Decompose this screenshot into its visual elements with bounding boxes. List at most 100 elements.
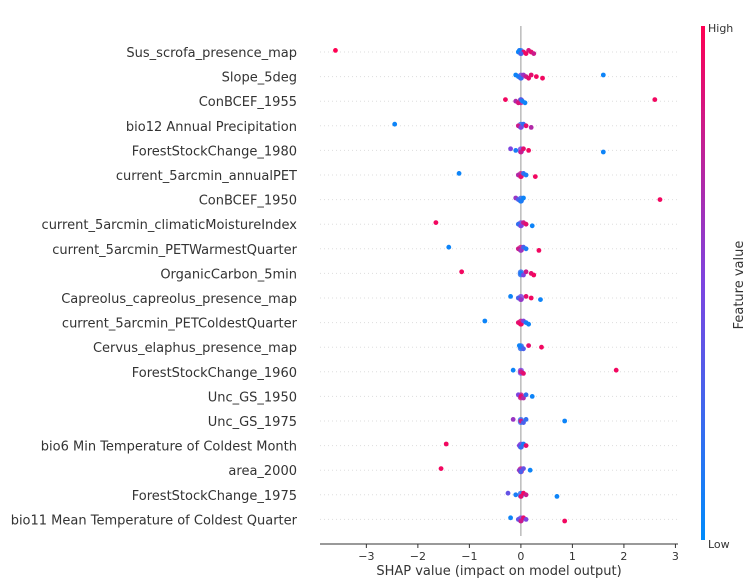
shap-point — [533, 74, 539, 79]
x-tick-label: 2 — [620, 550, 627, 563]
colorbar-high-label: High — [708, 22, 733, 35]
shap-point — [531, 272, 537, 278]
shap-point — [523, 417, 529, 422]
shap-point — [523, 443, 529, 448]
x-axis-title: SHAP value (impact on model output) — [376, 564, 621, 579]
shap-point — [526, 148, 532, 153]
x-tick-label: −1 — [461, 550, 477, 563]
shap-point — [521, 420, 526, 425]
feature-label: ConBCEF_1950 — [199, 194, 297, 209]
feature-label: OrganicCarbon_5min — [160, 267, 297, 282]
shap-point — [527, 467, 533, 473]
shap-point — [518, 174, 524, 180]
feature-labels: Sus_scrofa_presence_map Slope_5deg ConBCEF… — [11, 46, 298, 528]
shap-point — [526, 75, 532, 81]
shap-point — [505, 490, 511, 496]
feature-label: ConBCEF_1955 — [199, 95, 297, 110]
feature-label: Unc_GS_1950 — [208, 390, 297, 405]
shap-point — [456, 171, 462, 176]
feature-label: current_5arcmin_climaticMoistureIndex — [42, 218, 298, 233]
shap-point — [523, 51, 529, 56]
shap-point — [522, 100, 528, 106]
shap-point — [523, 269, 529, 275]
shap-point — [446, 244, 452, 250]
shap-point — [613, 367, 619, 373]
shap-point — [521, 466, 526, 471]
x-ticks: −3 −2 −1 0 1 2 3 — [358, 544, 679, 563]
colorbar: High Low Feature value — [701, 22, 747, 551]
shap-point — [529, 223, 535, 229]
feature-label: current_5arcmin_PETWarmestQuarter — [52, 243, 297, 258]
shap-point — [518, 321, 524, 327]
shap-point — [518, 494, 524, 499]
shap-point — [538, 297, 543, 302]
feature-label: bio6 Min Temperature of Coldest Month — [41, 440, 297, 455]
shap-point — [600, 72, 606, 78]
shap-point — [521, 371, 526, 376]
shap-point — [600, 149, 606, 155]
shap-point — [482, 318, 488, 324]
shap-point — [518, 51, 524, 56]
shap-point — [510, 417, 516, 422]
shap-point — [554, 494, 560, 499]
shap-point — [518, 223, 524, 229]
shap-point — [528, 125, 534, 130]
shap-point — [562, 418, 568, 424]
feature-label: area_2000 — [228, 464, 297, 479]
shap-point — [518, 75, 524, 81]
shap-point — [508, 515, 513, 521]
shap-point — [503, 97, 508, 102]
shap-point — [539, 344, 544, 350]
shap-point — [523, 294, 529, 299]
shap-point — [518, 469, 524, 475]
feature-label: current_5arcmin_annualPET — [116, 169, 297, 184]
shap-point — [513, 492, 519, 498]
feature-label: Unc_GS_1975 — [208, 415, 297, 430]
shap-point — [518, 518, 524, 524]
shap-point — [523, 517, 529, 522]
shap-point — [518, 248, 524, 253]
shap-point — [521, 146, 526, 152]
feature-label: bio12 Annual Precipitation — [126, 120, 297, 135]
x-tick-label: −2 — [410, 550, 426, 563]
shap-point — [523, 172, 529, 178]
shap-point — [521, 346, 526, 352]
shap-point — [508, 146, 513, 152]
feature-label: ForestStockChange_1975 — [132, 489, 297, 504]
shap-point — [433, 220, 439, 226]
shap-point — [528, 72, 534, 78]
x-tick-label: 0 — [517, 550, 524, 563]
feature-label: Slope_5deg — [222, 71, 297, 86]
shap-point — [510, 367, 516, 373]
feature-label: ForestStockChange_1960 — [132, 366, 297, 381]
shap-point — [521, 195, 526, 201]
x-tick-label: −3 — [358, 550, 374, 563]
shap-point — [523, 221, 529, 227]
shap-point — [657, 197, 663, 203]
shap-point — [521, 395, 526, 401]
shap-point — [438, 466, 444, 471]
shap-point — [459, 269, 465, 275]
colorbar-low-label: Low — [708, 538, 730, 551]
shap-point — [523, 246, 529, 252]
shap-point — [508, 294, 513, 299]
shap-point — [443, 441, 449, 447]
shap-point — [392, 121, 398, 127]
x-tick-label: 3 — [672, 550, 679, 563]
colorbar-gradient — [701, 26, 705, 540]
shap-point — [515, 100, 521, 106]
colorbar-title: Feature value — [732, 241, 747, 330]
feature-label: Capreolus_capreolus_presence_map — [61, 292, 297, 307]
shap-point — [518, 198, 524, 204]
shap-point — [333, 48, 338, 53]
feature-gridlines — [320, 51, 678, 520]
x-axis: −3 −2 −1 0 1 2 3 — [320, 543, 679, 563]
shap-point — [540, 75, 545, 81]
shap-point — [513, 148, 519, 153]
shap-point — [526, 343, 532, 348]
shap-point — [526, 321, 532, 327]
shap-point — [531, 51, 537, 56]
feature-label: ForestStockChange_1980 — [132, 144, 297, 159]
x-tick-label: 1 — [569, 550, 576, 563]
